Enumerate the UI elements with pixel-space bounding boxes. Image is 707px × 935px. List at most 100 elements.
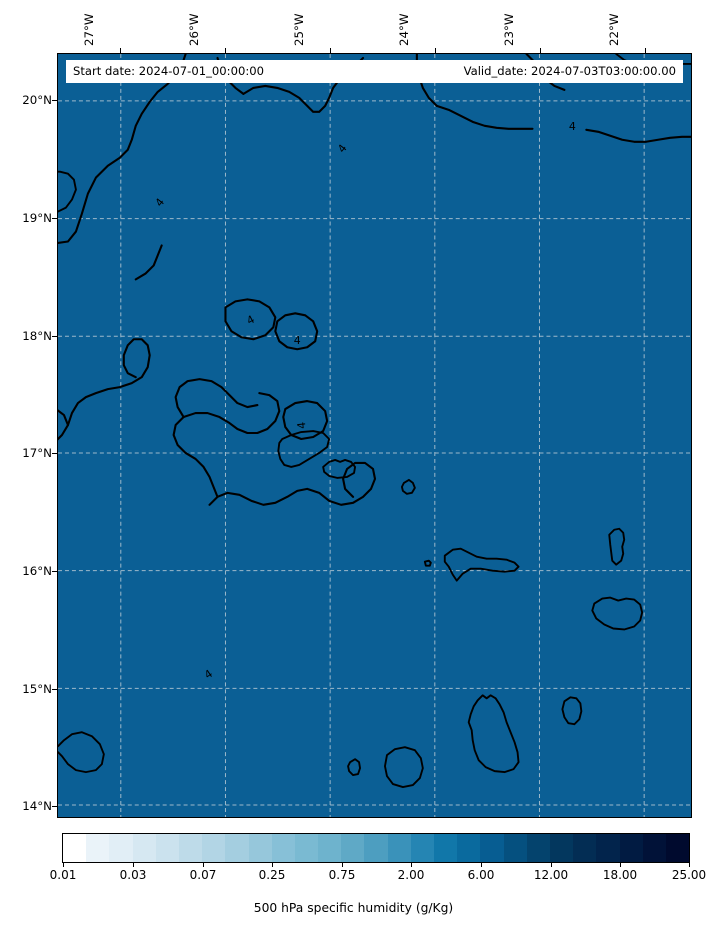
y-tick-label-14N: 14°N xyxy=(22,799,52,813)
contour-path-island-b xyxy=(274,312,319,351)
colorbar-segment-22 xyxy=(573,834,597,862)
y-tick-mark-17N xyxy=(52,453,57,454)
colorbar-segment-19 xyxy=(503,834,527,862)
colorbar-segment-17 xyxy=(457,834,481,862)
colorbar-segment-12 xyxy=(341,834,365,862)
island-branco xyxy=(423,559,432,567)
humidity-field-raster xyxy=(58,54,691,817)
colorbar-segment-21 xyxy=(549,834,574,862)
colorbar-segment-14 xyxy=(387,834,411,862)
x-tick-label-25W: 25°W xyxy=(292,13,306,46)
contour-label-4-a: 4 xyxy=(153,196,168,210)
cb-tick-label-4: 0.75 xyxy=(328,868,356,882)
cb-tick-label-5: 2.00 xyxy=(397,868,425,882)
colorbar-segment-9 xyxy=(271,834,295,862)
contour-lines-level-4 xyxy=(58,54,691,506)
x-tick-mark-22W xyxy=(645,48,646,53)
cb-tick-label-6: 6.00 xyxy=(467,868,495,882)
coastlines-cape-verde xyxy=(277,430,644,789)
island-brava xyxy=(347,758,361,777)
colorbar-segment-24 xyxy=(619,834,643,862)
island-sao-nicolau xyxy=(443,547,520,582)
x-tick-label-23W: 23°W xyxy=(502,13,516,46)
x-tick-mark-26W xyxy=(225,48,226,53)
cb-tick-mark-2 xyxy=(203,863,204,867)
x-axis: 27°W 26°W 25°W 24°W 23°W 22°W xyxy=(0,0,707,53)
y-tick-mark-15N xyxy=(52,689,57,690)
island-sao-vicente xyxy=(322,458,357,479)
colorbar[interactable] xyxy=(62,833,690,863)
contour-path-central xyxy=(208,461,377,506)
contour-label-4-f: 4 xyxy=(295,421,309,429)
x-tick-label-24W: 24°W xyxy=(397,13,411,46)
y-tick-label-15N: 15°N xyxy=(22,682,52,696)
colorbar-segment-11 xyxy=(318,834,342,862)
colorbar-segment-20 xyxy=(526,834,550,862)
colorbar-segment-7 xyxy=(225,834,249,862)
contour-label-4-g: 4 xyxy=(202,667,215,682)
colorbar-segment-13 xyxy=(364,834,388,862)
cb-tick-mark-1 xyxy=(133,863,134,867)
y-tick-mark-19N xyxy=(52,218,57,219)
contour-label-4-c: 4 xyxy=(569,120,576,133)
contour-path-west-upper xyxy=(134,244,163,281)
cb-tick-mark-4 xyxy=(342,863,343,867)
colorbar-segment-8 xyxy=(248,834,272,862)
cb-tick-mark-0 xyxy=(63,863,64,867)
colorbar-segment-10 xyxy=(294,834,319,862)
valid-date-label: Valid_date: 2024-07-03T03:00:00.00 xyxy=(463,63,676,78)
x-tick-label-22W: 22°W xyxy=(607,13,621,46)
y-tick-label-18N: 18°N xyxy=(22,329,52,343)
map-axes[interactable]: 4 4 4 4 4 4 4 xyxy=(57,53,692,818)
coast-fragment-nw xyxy=(58,170,77,213)
contour-path-north-right-2 xyxy=(585,128,691,143)
cb-tick-mark-9 xyxy=(689,863,690,867)
y-tick-label-19N: 19°N xyxy=(22,211,52,225)
island-boa-vista xyxy=(591,596,644,631)
y-tick-mark-16N xyxy=(52,571,57,572)
cb-tick-label-2: 0.07 xyxy=(189,868,217,882)
coastlines-west-africa xyxy=(58,54,691,774)
contour-path-west-mid xyxy=(58,338,151,441)
colorbar-segment-16 xyxy=(434,834,458,862)
island-fogo xyxy=(384,746,424,789)
x-tick-mark-25W xyxy=(330,48,331,53)
cb-tick-label-0: 0.01 xyxy=(49,868,77,882)
y-tick-label-17N: 17°N xyxy=(22,446,52,460)
colorbar-segment-1 xyxy=(86,834,110,862)
island-santo-antao xyxy=(277,430,331,468)
y-tick-label-20N: 20°N xyxy=(22,93,52,107)
cb-tick-label-3: 0.25 xyxy=(258,868,286,882)
island-sal xyxy=(608,527,626,566)
y-tick-label-16N: 16°N xyxy=(22,564,52,578)
colorbar-segment-18 xyxy=(480,834,504,862)
contour-path-island-a xyxy=(224,298,277,341)
gridlines xyxy=(58,54,691,817)
contour-label-4-b: 4 xyxy=(335,142,350,156)
contour-labels: 4 4 4 4 4 4 4 xyxy=(153,120,576,682)
x-tick-mark-24W xyxy=(435,48,436,53)
cb-tick-label-7: 12.00 xyxy=(533,868,569,882)
cb-tick-label-9: 25.00 xyxy=(671,868,707,882)
cb-tick-mark-8 xyxy=(620,863,621,867)
contour-path-west-link xyxy=(58,409,70,427)
colorbar-segment-26 xyxy=(665,834,689,862)
contour-path-island-c xyxy=(282,400,329,441)
coast-fragment-sw xyxy=(58,731,105,774)
y-axis: 20°N 19°N 18°N 17°N 16°N 15°N 14°N xyxy=(0,0,57,935)
colorbar-title: 500 hPa specific humidity (g/Kg) xyxy=(253,901,454,915)
colorbar-segment-23 xyxy=(596,834,620,862)
contour-path-central-2 xyxy=(172,392,281,498)
contour-label-4-d: 4 xyxy=(245,313,257,328)
island-santa-luzia xyxy=(400,478,416,495)
y-tick-mark-18N xyxy=(52,336,57,337)
cb-tick-label-8: 18.00 xyxy=(602,868,638,882)
colorbar-segment-0 xyxy=(63,834,87,862)
x-tick-label-26W: 26°W xyxy=(187,13,201,46)
colorbar-segment-4 xyxy=(155,834,179,862)
contour-path-central-3 xyxy=(174,378,259,419)
colorbar-segment-25 xyxy=(642,834,666,862)
colorbar-ticks: 0.01 0.03 0.07 0.25 0.75 2.00 6.00 12.00… xyxy=(0,863,707,893)
colorbar-segment-3 xyxy=(132,834,156,862)
